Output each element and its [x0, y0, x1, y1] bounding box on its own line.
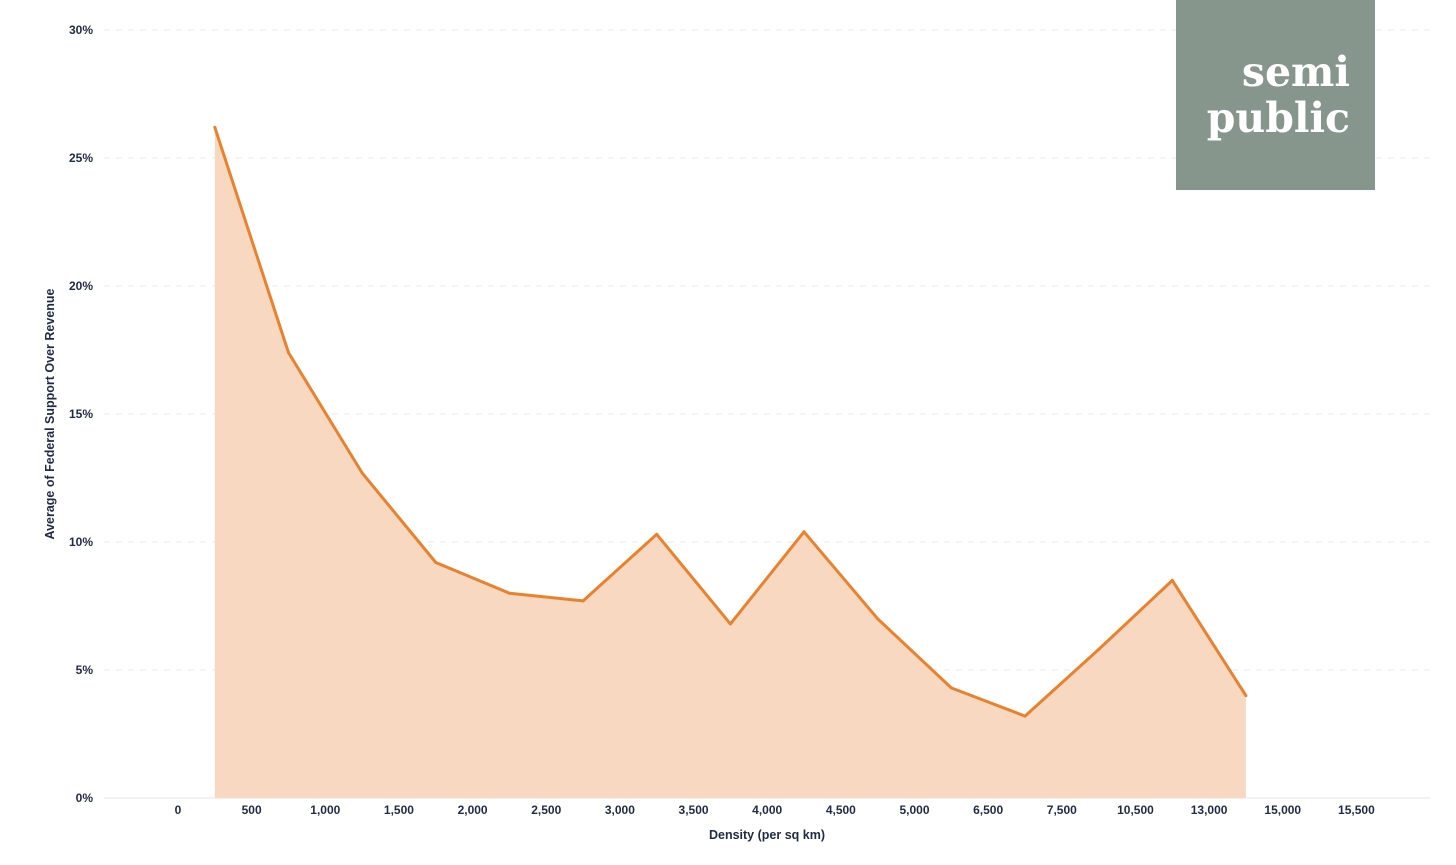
x-tick-label: 10,500 — [1117, 803, 1154, 817]
data-point — [507, 591, 511, 595]
x-tick-label: 5,000 — [899, 803, 929, 817]
y-tick-label: 30% — [69, 23, 93, 37]
data-point — [1097, 648, 1101, 652]
x-tick-label: 2,000 — [458, 803, 488, 817]
series-area-fill — [214, 127, 1246, 799]
x-tick-label: 4,000 — [752, 803, 782, 817]
y-tick-label: 25% — [69, 151, 93, 165]
data-point — [1023, 714, 1027, 718]
x-tick-label: 1,500 — [384, 803, 414, 817]
x-tick-labels: 0 500 1,000 1,500 2,000 2,500 3,000 3,500 4,000 4… — [175, 803, 1375, 817]
data-point — [728, 622, 732, 626]
x-tick-label: 1,000 — [310, 803, 340, 817]
x-tick-label: 4,500 — [826, 803, 856, 817]
x-tick-label: 0 — [175, 803, 182, 817]
data-point — [876, 617, 880, 621]
x-tick-label: 2,500 — [531, 803, 561, 817]
data-point — [1170, 578, 1174, 582]
x-tick-label: 7,500 — [1047, 803, 1077, 817]
data-point — [949, 686, 953, 690]
data-point — [434, 560, 438, 564]
y-axis-title: Average of Federal Support Over Revenue — [43, 288, 57, 539]
x-axis-title: Density (per sq km) — [709, 828, 825, 842]
logo-line1: semi — [1242, 48, 1350, 96]
y-tick-label: 15% — [69, 407, 93, 421]
x-tick-label: 3,500 — [679, 803, 709, 817]
data-point — [213, 125, 217, 129]
y-tick-label: 20% — [69, 279, 93, 293]
logo: semi public — [1176, 0, 1375, 190]
logo-line2: public — [1207, 94, 1350, 142]
data-point — [581, 599, 585, 603]
x-tick-label: 15,000 — [1264, 803, 1301, 817]
x-tick-label: 6,500 — [973, 803, 1003, 817]
x-tick-label: 3,000 — [605, 803, 635, 817]
y-tick-label: 10% — [69, 535, 93, 549]
data-point — [802, 530, 806, 534]
x-tick-label: 13,000 — [1191, 803, 1228, 817]
y-tick-label: 0% — [76, 791, 94, 805]
y-tick-labels: 0% 5% 10% 15% 20% 25% 30% — [69, 23, 93, 805]
data-point — [360, 471, 364, 475]
data-point — [286, 351, 290, 355]
x-tick-label: 15,500 — [1338, 803, 1375, 817]
data-point — [1244, 694, 1248, 698]
data-point — [655, 532, 659, 536]
logo-background — [1176, 0, 1375, 190]
y-tick-label: 5% — [76, 663, 94, 677]
series-points — [213, 125, 1248, 718]
x-tick-label: 500 — [242, 803, 262, 817]
